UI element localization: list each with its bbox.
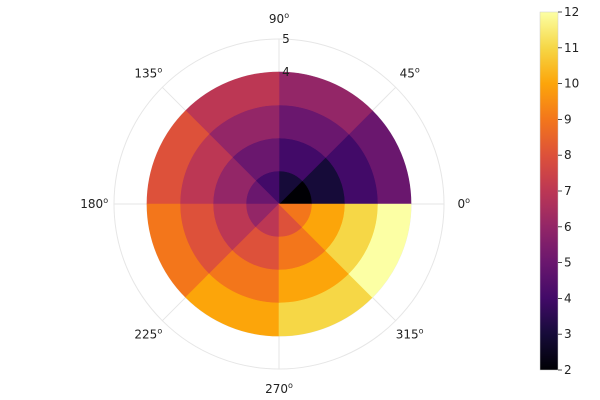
colorbar: 2 3 4 5 6 7 8 9 10 11 12 bbox=[539, 5, 579, 377]
heatmap-cell bbox=[348, 203, 412, 298]
heatmap-cells bbox=[146, 71, 412, 337]
colorbar-tick-label: 11 bbox=[564, 41, 579, 55]
radial-tick-label: 5 bbox=[282, 32, 290, 46]
colorbar-tick-label: 6 bbox=[564, 220, 572, 234]
angle-tick-label: 225o bbox=[134, 327, 162, 342]
colorbar-tick-label: 2 bbox=[564, 363, 572, 377]
colorbar-tick-label: 5 bbox=[564, 256, 572, 270]
colorbar-tick-label: 12 bbox=[564, 5, 579, 19]
angle-tick-label: 315o bbox=[396, 327, 424, 342]
angle-tick-label: 135o bbox=[134, 65, 162, 80]
colorbar-tick-label: 3 bbox=[564, 327, 572, 341]
colorbar-tick-label: 4 bbox=[564, 291, 572, 305]
angle-tick-label: 180o bbox=[80, 196, 108, 211]
colorbar-tick-label: 9 bbox=[564, 112, 572, 126]
colorbar-tick-label: 10 bbox=[564, 77, 579, 91]
angle-tick-label: 0o bbox=[458, 196, 471, 211]
axis-labels: 0o 45o 90o 135o 180o 225o 270o 315o 4 5 bbox=[80, 11, 470, 396]
radial-tick-label: 4 bbox=[282, 65, 290, 79]
colorbar-gradient bbox=[540, 12, 558, 370]
colorbar-tick-label: 7 bbox=[564, 184, 572, 198]
angle-tick-label: 45o bbox=[400, 65, 420, 80]
angle-tick-label: 270o bbox=[265, 381, 293, 396]
angle-tick-label: 90o bbox=[269, 11, 289, 26]
colorbar-tick-label: 8 bbox=[564, 148, 572, 162]
